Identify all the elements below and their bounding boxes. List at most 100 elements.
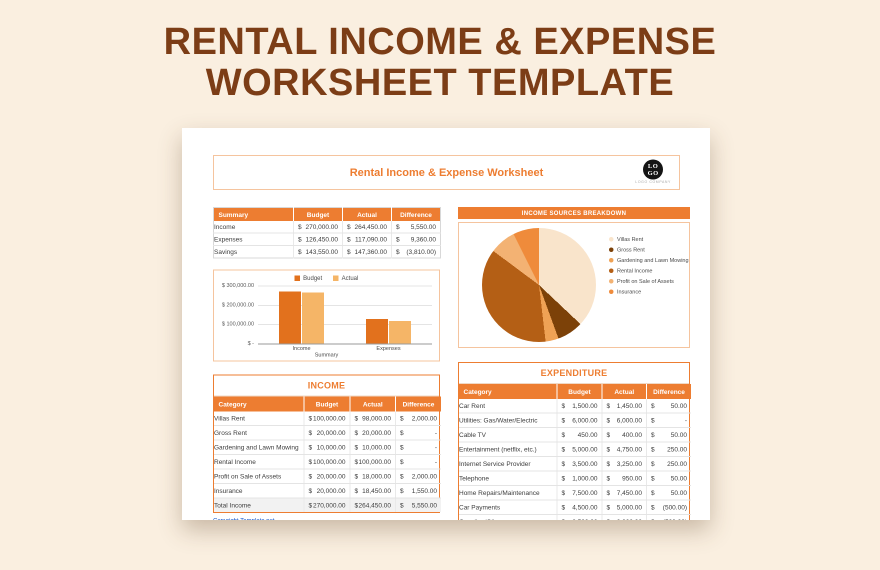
table-row: Villas Rent $100,000.00 $98,000.00 $2,000.0… (214, 411, 441, 426)
column-header: Difference (646, 384, 691, 399)
column-header: Difference (391, 207, 441, 221)
table-row: Car Rent $1,500.00 $1,450.00 $50.00 (459, 399, 691, 414)
amount-cell: $10,000.00 (303, 440, 350, 455)
category-cell: Car Rent (459, 399, 557, 414)
column-header: Budget (556, 384, 602, 399)
table-row: Expenses $126,450.00 $117,090.00 $9,360.00 (213, 233, 441, 246)
amount-cell: $5,550.00 (395, 498, 441, 512)
legend-item: Actual (333, 275, 358, 282)
legend-label: Villas Rent (617, 236, 644, 243)
category-cell: Savings (214, 248, 238, 256)
category-cell: Income (213, 221, 294, 234)
total-row: Total Income $270,000.00 $264,450.00 $5,550… (214, 498, 441, 512)
legend-item: Rental Income (609, 266, 689, 277)
amount-cell: $20,000.00 (303, 469, 350, 484)
legend-label: Gross Rent (617, 246, 645, 253)
expenditure-section: EXPENDITURE Category Budget Actual Differen… (458, 362, 691, 520)
legend-swatch-icon (609, 268, 614, 273)
amount-cell: $20,000.00 (303, 483, 350, 499)
table-row: Gasoline/Oil$2,500.00$3,000.00$(500.00) (459, 514, 691, 520)
amount-cell: $ - (646, 413, 691, 428)
logo: LO GO LOGO COMPANY (635, 159, 671, 184)
table-row: Savings $143,550.00 $147,360.00 $ (3,810.00) (214, 245, 441, 258)
category-cell: Telephone (459, 471, 557, 486)
legend-swatch-icon (609, 247, 614, 252)
amount-cell: $98,000.00 (349, 411, 396, 426)
category-label: Expenses (376, 345, 401, 352)
legend-swatch-icon (609, 258, 614, 263)
amount-cell: $ - (395, 454, 441, 470)
x-axis-category-labels: Income Expenses (258, 346, 432, 352)
amount-cell: $ - (395, 425, 441, 441)
amount-cell: $5,000.00 (556, 442, 602, 457)
amount-cell: $50.00 (646, 471, 691, 486)
category-cell: Total Income (214, 498, 304, 512)
expenditure-section-title: EXPENDITURE (459, 363, 689, 384)
actual-bar-income (302, 292, 324, 344)
category-cell: Insurance (214, 483, 304, 499)
legend-swatch-icon (609, 289, 614, 294)
gridline (258, 285, 432, 287)
amount-cell: $5,000.00 (601, 500, 647, 515)
y-tick-label: $ 300,000.00 (221, 282, 254, 289)
category-cell: Rental Income (214, 454, 304, 470)
amount-cell: $2,000.00 (395, 411, 441, 426)
column-header: Budget (303, 396, 350, 412)
amount-cell: $270,000.00 (293, 221, 343, 234)
amount-cell: $1,450.00 (601, 399, 647, 414)
table-row: Cable TV $450.00 $400.00 $50.00 (459, 427, 691, 443)
table-row: Home Repairs/Maintenance $7,500.00 $7,450.… (459, 485, 691, 501)
amount-cell: $117,090.00 (342, 233, 392, 246)
worksheet-page: Rental Income & Expense Worksheet LO GO … (182, 128, 710, 520)
y-tick-label: $ - (247, 340, 254, 347)
bar-groups (258, 286, 432, 344)
category-cell: Home Repairs/Maintenance (459, 485, 557, 501)
category-cell: Gross Rent (214, 425, 304, 441)
income-table: Category Budget Actual Difference Villas Ren… (214, 396, 441, 512)
amount-cell: $18,000.00 (349, 469, 396, 484)
amount-cell: $147,360.00 (342, 245, 392, 258)
amount-cell: $10,000.00 (349, 440, 396, 455)
amount-cell: $5,550.00 (391, 221, 441, 234)
amount-cell: $400.00 (601, 427, 647, 443)
amount-cell: $4,500.00 (556, 500, 602, 515)
amount-cell: $50.00 (646, 427, 691, 443)
legend-item: Budget (294, 275, 322, 282)
actual-bar-expenses (389, 320, 411, 344)
amount-cell: $50.00 (646, 399, 691, 414)
legend-item: Insurance (609, 287, 689, 298)
category-cell: Profit on Sale of Assets (214, 469, 304, 484)
amount-cell: $100,000.00 (349, 454, 396, 470)
amount-cell: $100,000.00 (303, 411, 350, 426)
category-cell: Car Payments (459, 500, 557, 515)
amount-cell: $126,450.00 (293, 233, 343, 246)
legend-item: Villas Rent (609, 234, 689, 245)
legend-swatch-icon (609, 237, 614, 242)
column-header: Actual (342, 207, 392, 221)
x-axis-title: Summary (314, 352, 339, 358)
amount-cell: $ - (395, 440, 441, 455)
amount-cell: $1,000.00 (556, 471, 602, 486)
summary-table: Summary Budget Actual Difference Income $270,… (213, 207, 441, 259)
amount-cell: $450.00 (556, 427, 602, 443)
amount-cell: $2,500.00 (556, 514, 602, 520)
pie-graphic (482, 228, 596, 342)
copyright-link[interactable]: Copyright Template.net (213, 517, 275, 520)
amount-cell: $20,000.00 (303, 425, 350, 441)
column-header: Category (214, 396, 304, 412)
amount-cell: $20,000.00 (349, 425, 396, 441)
legend-label: Gardening and Lawn Mowing (617, 257, 689, 264)
x-axis-line (258, 343, 432, 345)
amount-cell: $143,550.00 (293, 245, 343, 258)
table-row: Car Payments $4,500.00 $5,000.00 $ (500.00) (459, 500, 691, 515)
column-header: Actual (349, 396, 396, 412)
amount-cell: $1,500.00 (556, 399, 602, 414)
table-row: Gross Rent $20,000.00 $20,000.00 $ - (214, 425, 441, 441)
legend-item: Gross Rent (609, 245, 689, 256)
amount-cell: $(500.00) (646, 500, 691, 515)
gridline (258, 304, 432, 306)
income-section-title: INCOME (214, 376, 439, 397)
worksheet-header: Rental Income & Expense Worksheet LO GO … (213, 155, 680, 190)
table-row: Gardening and Lawn Mowing $10,000.00 $10,0… (214, 440, 441, 455)
bar-chart-legend: Budget Actual (214, 275, 439, 282)
